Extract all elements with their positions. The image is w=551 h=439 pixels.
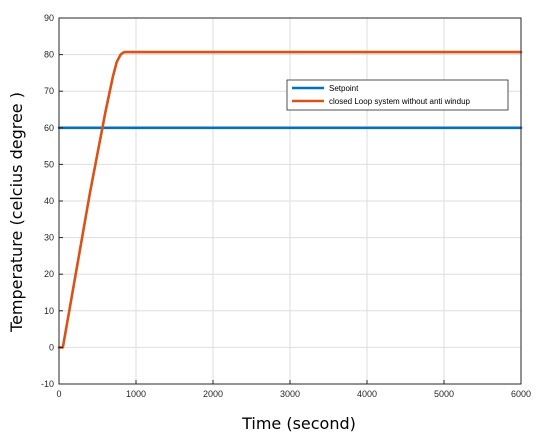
- grid: [59, 18, 521, 384]
- y-tick-label: 40: [44, 196, 54, 206]
- y-tick-label: -10: [41, 379, 54, 389]
- y-tick-label: 20: [44, 269, 54, 279]
- x-tick-label: 4000: [357, 389, 377, 399]
- legend-box: [286, 79, 509, 111]
- x-tick-label: 2000: [203, 389, 223, 399]
- series-line-closed-loop: [57, 50, 523, 349]
- x-tick-label: 5000: [434, 389, 454, 399]
- y-tick-label: 50: [44, 159, 54, 169]
- y-axis-label: Temperature (celcius degree ): [7, 92, 26, 333]
- x-tick-label: 1000: [126, 389, 146, 399]
- tick-layer: 0 1000 2000 3000 4000 5000 6000-10010203040506…: [41, 13, 531, 399]
- y-tick-label: 10: [44, 306, 54, 316]
- y-tick-label: 60: [44, 123, 54, 133]
- legend-label-setpoint: Setpoint: [329, 84, 359, 93]
- x-tick-label: 3000: [280, 389, 300, 399]
- legend: Setpoint closed Loop system without anti…: [286, 79, 509, 111]
- x-tick-label: 6000: [511, 389, 531, 399]
- y-tick-label: 80: [44, 50, 54, 60]
- series-layer: [57, 50, 523, 349]
- y-tick-label: 30: [44, 233, 54, 243]
- y-tick-label: 0: [49, 342, 54, 352]
- y-tick-label: 70: [44, 86, 54, 96]
- x-tick-label: 0: [56, 389, 61, 399]
- x-axis-label: Time (second): [241, 414, 356, 433]
- y-tick-label: 90: [44, 13, 54, 23]
- legend-label-closed-loop: closed Loop system without anti windup: [329, 97, 471, 106]
